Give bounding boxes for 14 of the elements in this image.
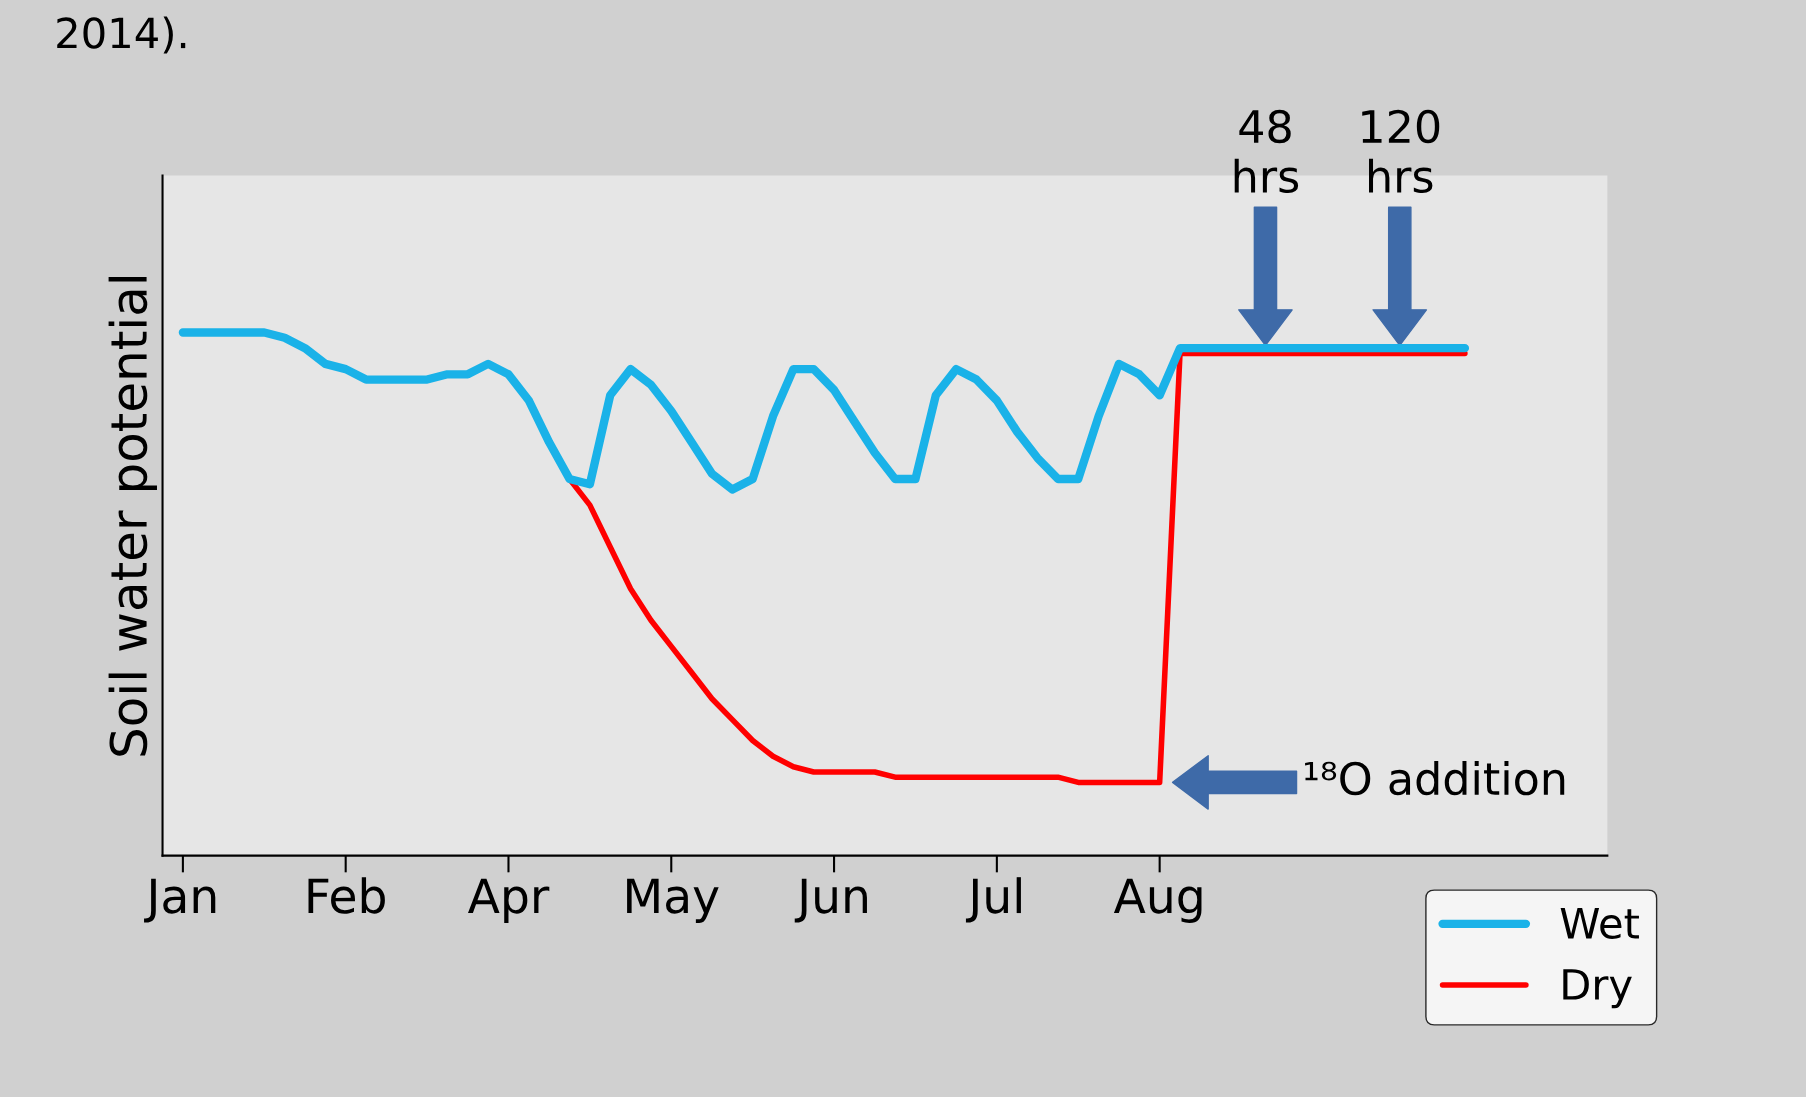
- text: 120 hrs: [1362, 109, 1440, 194]
- text: 2014).: [57, 16, 186, 54]
- x-tick-label: Jan: [144, 878, 216, 923]
- legend-label: Dry: [1563, 969, 1632, 1009]
- y-axis-title: Soil water potential: [108, 276, 157, 756]
- text: 48 hrs: [1234, 109, 1299, 194]
- x-tick-label: Jul: [965, 877, 1021, 923]
- annotation: ¹⁸O addition: [1305, 760, 1565, 796]
- x-tick-label: Jun: [794, 878, 867, 923]
- legend-label: Wet: [1560, 908, 1639, 940]
- x-tick-label: Feb: [308, 877, 385, 914]
- x-tick-label: Aug: [1113, 878, 1202, 923]
- x-tick-label: May: [627, 878, 719, 923]
- x-tick-label: Apr: [468, 878, 550, 923]
